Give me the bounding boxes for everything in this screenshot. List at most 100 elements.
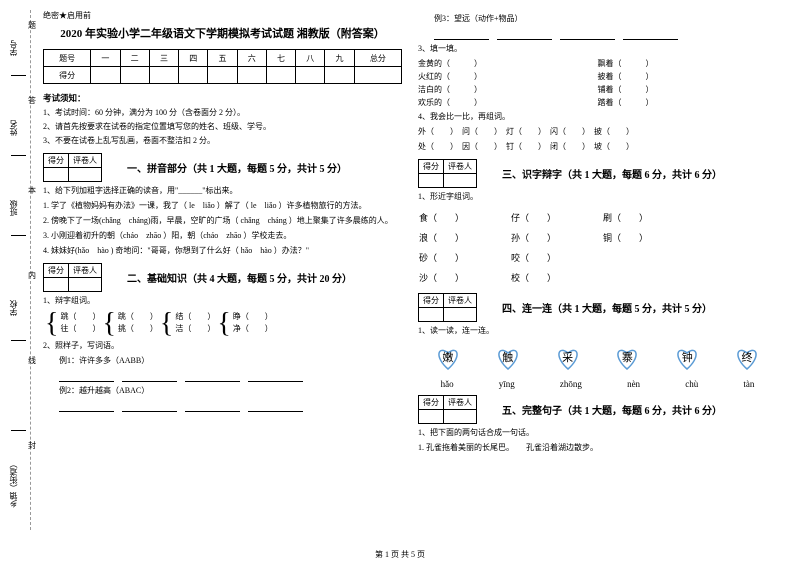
blank-row[interactable] — [43, 400, 402, 412]
heart-icon[interactable]: 寨 — [611, 343, 643, 371]
fill-prompt: 洁白的（ — [418, 85, 450, 94]
blank-row[interactable] — [418, 28, 777, 40]
score-label: 得分 — [44, 263, 69, 277]
char-cell[interactable]: 仔（ ） — [510, 207, 602, 227]
char-cell[interactable]: 咬（ ） — [510, 247, 602, 267]
example-1: 例1：许许多多（AABB） — [43, 355, 402, 367]
score-cell[interactable] — [296, 67, 325, 84]
judge-cell[interactable] — [69, 167, 102, 181]
section-4-header: 得分评卷人 四、连一连（共 1 大题，每题 5 分，共计 5 分） — [418, 293, 777, 322]
char-cell[interactable]: 浪（ ） — [418, 227, 510, 247]
score-col: 题号 — [44, 50, 91, 67]
char-cell[interactable] — [602, 267, 694, 287]
char-cell[interactable]: 沙（ ） — [418, 267, 510, 287]
fill-row[interactable]: 火红的（ ）披着（ ） — [418, 71, 777, 82]
brace-icon: { — [45, 314, 58, 334]
pinyin[interactable]: yīng — [499, 379, 515, 389]
margin-label-studentid: 学号 — [8, 40, 19, 56]
margin-line — [11, 75, 26, 77]
exam-title: 2020 年实验小学二年级语文下学期模拟考试试题 湘教版（附答案） — [43, 25, 402, 41]
char-cell[interactable] — [602, 247, 694, 267]
char-cell[interactable]: 砂（ ） — [418, 247, 510, 267]
score-cell[interactable] — [149, 67, 178, 84]
char-cell[interactable]: 刷（ ） — [602, 207, 694, 227]
page-container: 绝密★启用前 2020 年实验小学二年级语文下学期模拟考试试题 湘教版（附答案）… — [0, 0, 800, 550]
judge-cell[interactable] — [69, 277, 102, 291]
q5-1-text: 1. 孔雀拖着美丽的长尾巴。 孔雀沿着湖边散步。 — [418, 442, 777, 454]
fill-row[interactable]: 欢乐的（ ）踏着（ ） — [418, 97, 777, 108]
q2-1-label: 1、辩字组词。 — [43, 295, 402, 307]
score-col: 五 — [208, 50, 237, 67]
q1-1: 1. 学了《植物妈妈有办法》一课，我了（ le liǎo ）解了（ le liǎ… — [43, 200, 402, 212]
char-table: 食（ ）仔（ ）刷（ ） 浪（ ）孙（ ）铜（ ） 砂（ ）咬（ ） 沙（ ）校… — [418, 207, 694, 287]
q1-3: 3. 小刚迎着初升的朝（cháo zhāo ）阳，朝（cháo zhāo ）学校… — [43, 230, 402, 242]
score-cell[interactable] — [325, 67, 354, 84]
cmp-item: 闪（ ） — [550, 127, 586, 136]
pinyin[interactable]: tàn — [743, 379, 754, 389]
judge-cell[interactable] — [444, 410, 477, 424]
margin-line — [11, 235, 26, 237]
q2-4-label: 4、我会比一比，再组词。 — [418, 111, 777, 123]
q2-4-row1[interactable]: 外（ ） 问（ ） 灯（ ） 闪（ ） 披（ ） — [418, 126, 777, 138]
score-cell[interactable] — [179, 67, 208, 84]
fill-row[interactable]: 金黄的（ ）飘着（ ） — [418, 58, 777, 69]
fill-prompt: 金黄的（ — [418, 59, 450, 68]
char-cell[interactable]: 食（ ） — [418, 207, 510, 227]
blank-row[interactable] — [43, 370, 402, 382]
score-cell[interactable] — [419, 308, 444, 322]
char-cell[interactable]: 铜（ ） — [602, 227, 694, 247]
ex-text: 例1：许许多多（AABB） — [59, 356, 149, 365]
q3-1-label: 1、形近字组词。 — [418, 191, 777, 203]
pinyin[interactable]: chù — [685, 379, 698, 389]
pinyin[interactable]: hǎo — [441, 379, 454, 389]
score-col: 二 — [120, 50, 149, 67]
q2-3-label: 3、填一填。 — [418, 43, 777, 55]
pinyin[interactable]: nèn — [627, 379, 640, 389]
pinyin[interactable]: zhōng — [560, 379, 582, 389]
side-char: 封 — [28, 440, 36, 451]
judge-cell[interactable] — [444, 308, 477, 322]
score-cell[interactable] — [237, 67, 266, 84]
score-cell[interactable] — [419, 174, 444, 188]
instructions-heading: 考试须知： — [43, 92, 402, 104]
judge-label: 评卷人 — [444, 294, 477, 308]
char-cell[interactable]: 孙（ ） — [510, 227, 602, 247]
brace-row: {跳（ ）往（ ） {跳（ ）挑（ ） {结（ ）洁（ ） {睁（ ）净（ ） — [43, 311, 402, 337]
pinyin-row: hǎo yīng zhōng nèn chù tàn — [418, 379, 777, 389]
char: 挑 — [118, 324, 126, 333]
score-cell[interactable] — [208, 67, 237, 84]
q2-2-label: 2、照样子，写词语。 — [43, 340, 402, 352]
q1-intro: 1、给下列加粗字选择正确的读音，用"______"标出来。 — [43, 185, 402, 197]
fill-row[interactable]: 洁白的（ ）铺着（ ） — [418, 84, 777, 95]
instruction-item: 1、考试时间：60 分钟，满分为 100 分（含卷面分 2 分）。 — [43, 107, 402, 118]
score-cell[interactable] — [354, 67, 401, 84]
char-cell[interactable]: 校（ ） — [510, 267, 602, 287]
heart-icon[interactable]: 触 — [492, 343, 524, 371]
instruction-item: 3、不要在试卷上乱写乱画，卷面不整洁扣 2 分。 — [43, 135, 402, 146]
score-cell[interactable] — [44, 277, 69, 291]
heart-icon[interactable]: 嫩 — [432, 343, 464, 371]
score-cell[interactable] — [419, 410, 444, 424]
heart-icon[interactable]: 钟 — [671, 343, 703, 371]
fill-prompt: 踏着（ — [598, 98, 622, 107]
judge-cell[interactable] — [444, 174, 477, 188]
heart-icon[interactable]: 终 — [731, 343, 763, 371]
score-col: 九 — [325, 50, 354, 67]
score-cell[interactable] — [266, 67, 295, 84]
side-char: 内 — [28, 270, 36, 281]
score-label: 得分 — [419, 160, 444, 174]
cmp-item: 钉（ ） — [506, 142, 542, 151]
brace-icon: { — [102, 314, 115, 334]
heart-row: 嫩 触 采 寨 钟 终 — [418, 343, 777, 371]
brace-icon: { — [217, 314, 230, 334]
score-cell[interactable] — [44, 167, 69, 181]
score-judge-box: 得分评卷人 — [43, 153, 102, 182]
heart-icon[interactable]: 采 — [552, 343, 584, 371]
score-cell[interactable] — [120, 67, 149, 84]
fill-prompt: 欢乐的（ — [418, 98, 450, 107]
q2-4-row2[interactable]: 处（ ） 因（ ） 钉（ ） 闭（ ） 坡（ ） — [418, 141, 777, 153]
judge-label: 评卷人 — [69, 153, 102, 167]
score-cell[interactable] — [91, 67, 120, 84]
score-col: 一 — [91, 50, 120, 67]
example-2: 例2：越升越高（ABAC） — [43, 385, 402, 397]
